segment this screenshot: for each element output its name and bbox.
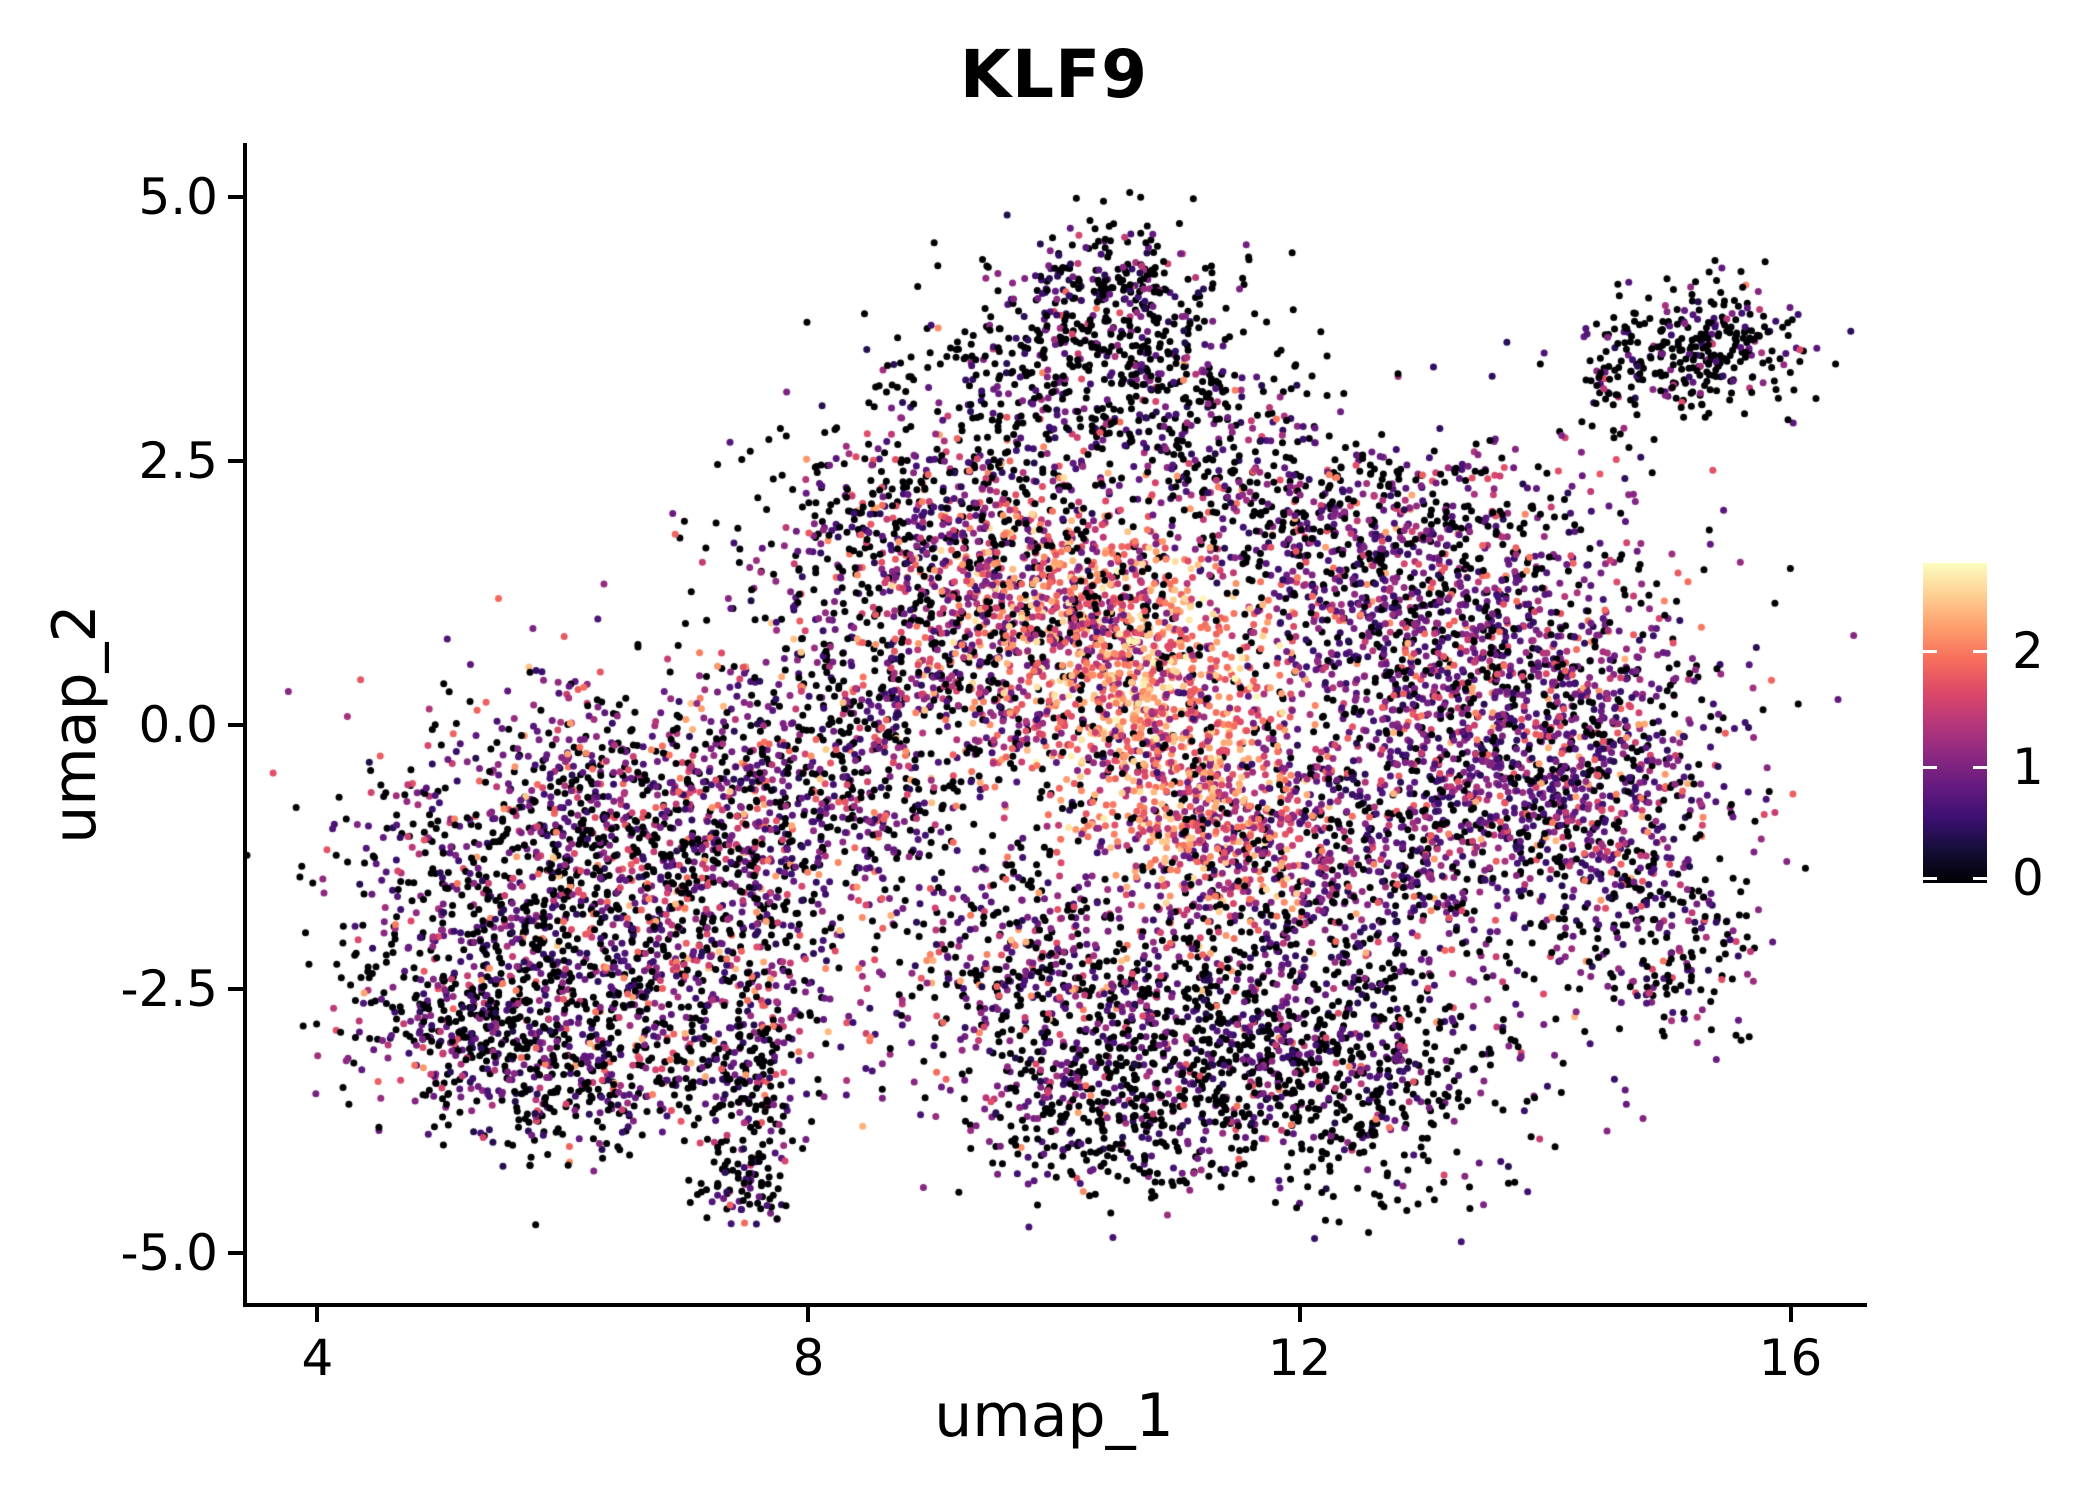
colorbar-tick-mark (1923, 766, 1937, 770)
y-axis-label: umap_2 (40, 604, 110, 844)
plot-title: KLF9 (959, 36, 1149, 113)
colorbar-tick-mark (1973, 877, 1987, 880)
x-tick-label: 16 (1758, 1329, 1823, 1387)
y-tick-mark (228, 1251, 243, 1256)
x-tick-label: 8 (792, 1329, 825, 1387)
y-tick-mark (228, 987, 243, 992)
colorbar-tick-label: 2 (2012, 622, 2044, 681)
y-tick-label: 5.0 (138, 168, 218, 227)
umap-scatter-canvas (245, 143, 1863, 1305)
colorbar-tick-label: 0 (2012, 849, 2044, 907)
colorbar-tick-mark (1923, 650, 1937, 654)
y-tick-mark (228, 723, 243, 728)
colorbar-tick-mark (1923, 877, 1937, 880)
x-tick-mark (1297, 1307, 1302, 1322)
y-tick-label: 2.5 (138, 432, 218, 491)
colorbar-tick-label: 1 (2012, 738, 2044, 797)
colorbar-tick-mark (1973, 766, 1987, 770)
x-axis-line (243, 1303, 1867, 1307)
x-tick-label: 4 (301, 1329, 334, 1387)
y-tick-label: -5.0 (120, 1224, 218, 1283)
y-axis-line (243, 143, 247, 1307)
x-tick-mark (806, 1307, 811, 1322)
y-tick-label: -2.5 (120, 960, 218, 1019)
colorbar-tick-mark (1973, 650, 1987, 654)
y-tick-mark (228, 459, 243, 464)
x-axis-label: umap_1 (934, 1381, 1174, 1451)
colorbar-gradient (1923, 563, 1987, 883)
x-tick-mark (315, 1307, 320, 1322)
x-tick-label: 12 (1267, 1329, 1332, 1387)
y-tick-mark (228, 195, 243, 200)
x-tick-mark (1788, 1307, 1793, 1322)
y-tick-label: 0.0 (138, 696, 218, 755)
